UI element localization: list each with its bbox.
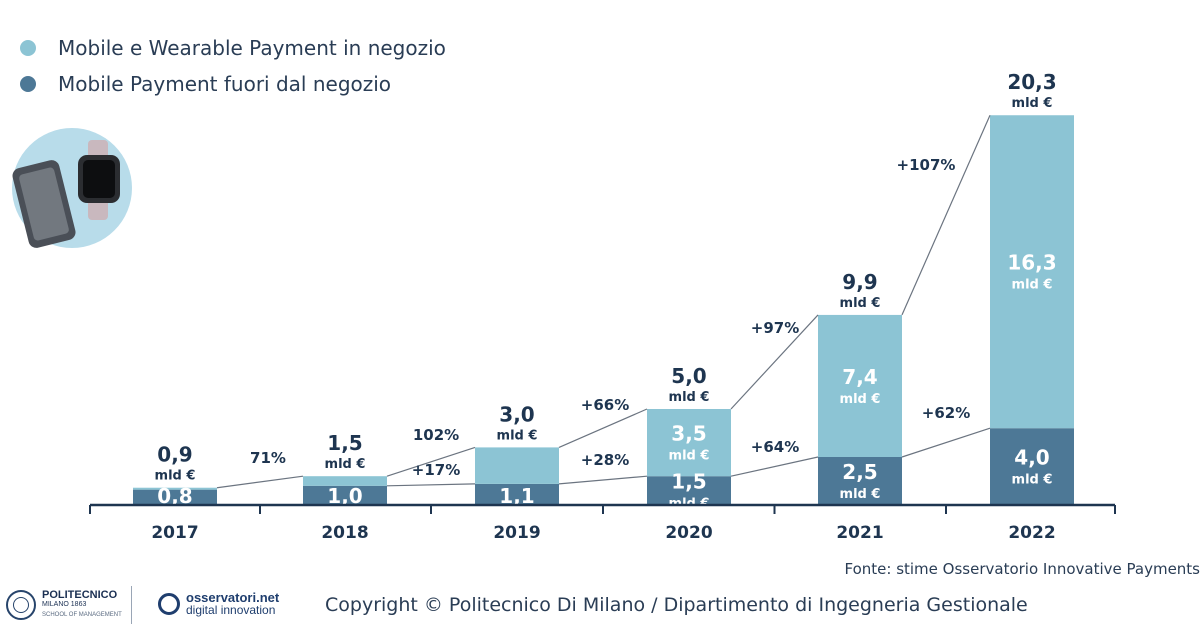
politecnico-seal-icon xyxy=(6,590,36,620)
growth-label-out-of-store: +28% xyxy=(581,451,629,469)
total-unit-label: mld € xyxy=(325,457,366,472)
x-tick-label: 2022 xyxy=(1008,523,1055,543)
growth-line-out-of-store xyxy=(730,456,819,477)
growth-line-total xyxy=(901,114,991,316)
total-unit-label: mld € xyxy=(155,469,196,484)
legend-swatch-dark xyxy=(20,76,36,92)
legend-item-out-of-store: Mobile Payment fuori dal negozio xyxy=(20,66,446,102)
magnifier-icon xyxy=(158,593,180,615)
x-tick-label: 2021 xyxy=(836,523,883,543)
segment-unit-label: mld € xyxy=(1012,473,1053,488)
source-note: Fonte: stime Osservatorio Innovative Pay… xyxy=(844,560,1200,578)
growth-label-out-of-store: +17% xyxy=(412,461,460,479)
growth-line-total xyxy=(386,446,476,477)
smartwatch-screen xyxy=(83,160,115,198)
total-unit-label: mld € xyxy=(497,428,538,443)
segment-unit-label: mld € xyxy=(669,449,710,464)
segment-unit-label: mld € xyxy=(840,487,881,502)
x-tick-label: 2017 xyxy=(151,523,198,543)
bar-segment-in-store xyxy=(133,487,217,490)
politecnico-sub: MILANO 1863 xyxy=(42,601,87,608)
bar-segment-in-store xyxy=(647,409,731,477)
total-value-label: 5,0 xyxy=(671,364,706,388)
footer-divider xyxy=(131,586,132,624)
segment-value-label: 16,3 xyxy=(1007,251,1056,275)
politecnico-school: SCHOOL OF MANAGEMENT xyxy=(42,612,122,618)
politecnico-name: POLITECNICO xyxy=(42,589,118,601)
phone-screen xyxy=(19,167,69,241)
growth-label-total: +107% xyxy=(897,156,956,174)
segment-unit-label: mld € xyxy=(840,392,881,407)
bar-segment-out-of-store xyxy=(818,457,902,505)
x-tick-label: 2019 xyxy=(493,523,540,543)
copyright: Copyright © Politecnico Di Milano / Dipa… xyxy=(325,594,1028,616)
bar-segment-out-of-store xyxy=(990,428,1074,505)
growth-line-total xyxy=(216,475,304,489)
total-value-label: 3,0 xyxy=(499,402,534,426)
bar-segment-out-of-store xyxy=(475,483,559,505)
bar-segment-in-store xyxy=(303,476,387,486)
total-value-label: 0,9 xyxy=(157,443,192,467)
segment-value-label: 2,5 xyxy=(842,460,877,484)
growth-line-total xyxy=(558,408,648,448)
segment-value-label: 4,0 xyxy=(1014,446,1049,470)
growth-line-out-of-store xyxy=(901,427,991,458)
osservatori-logo: osservatori.net digital innovation xyxy=(158,590,280,617)
growth-label-out-of-store: +64% xyxy=(751,438,799,456)
segment-unit-label: mld € xyxy=(1012,278,1053,293)
bar-segment-out-of-store xyxy=(647,476,731,505)
legend-swatch-light xyxy=(20,40,36,56)
total-unit-label: mld € xyxy=(1012,96,1053,111)
growth-label-total: 102% xyxy=(413,426,459,444)
legend-item-in-store: Mobile e Wearable Payment in negozio xyxy=(20,30,446,66)
segment-value-label: 1,5 xyxy=(671,470,706,494)
bar-segment-out-of-store xyxy=(133,489,217,505)
growth-label-out-of-store: +62% xyxy=(922,404,970,422)
segment-value-label: 7,4 xyxy=(842,365,877,389)
total-value-label: 20,3 xyxy=(1007,70,1056,94)
osservatori-name: osservatori.net xyxy=(186,590,280,605)
legend-label: Mobile Payment fuori dal negozio xyxy=(58,72,392,96)
total-unit-label: mld € xyxy=(840,296,881,311)
osservatori-sub: digital innovation xyxy=(186,603,276,617)
bar-segment-in-store xyxy=(818,314,902,457)
legend: Mobile e Wearable Payment in negozio Mob… xyxy=(20,30,446,102)
total-value-label: 1,5 xyxy=(327,431,362,455)
growth-label-total: 71% xyxy=(250,449,286,467)
x-tick-label: 2020 xyxy=(665,523,712,543)
total-value-label: 9,9 xyxy=(842,270,877,294)
segment-value-label: 3,5 xyxy=(671,422,706,446)
growth-line-out-of-store xyxy=(558,475,648,485)
growth-line-total xyxy=(730,314,819,410)
growth-label-total: +97% xyxy=(751,319,799,337)
footer: POLITECNICO MILANO 1863 SCHOOL OF MANAGE… xyxy=(0,584,1200,628)
bar-segment-in-store xyxy=(475,447,559,484)
x-tick-label: 2018 xyxy=(321,523,368,543)
bar-segment-out-of-store xyxy=(303,485,387,505)
politecnico-logo: POLITECNICO MILANO 1863 SCHOOL OF MANAGE… xyxy=(6,590,122,620)
growth-label-total: +66% xyxy=(581,396,629,414)
growth-line-out-of-store xyxy=(386,483,476,487)
total-unit-label: mld € xyxy=(669,390,710,405)
bar-segment-in-store xyxy=(990,115,1074,429)
legend-label: Mobile e Wearable Payment in negozio xyxy=(58,36,446,60)
